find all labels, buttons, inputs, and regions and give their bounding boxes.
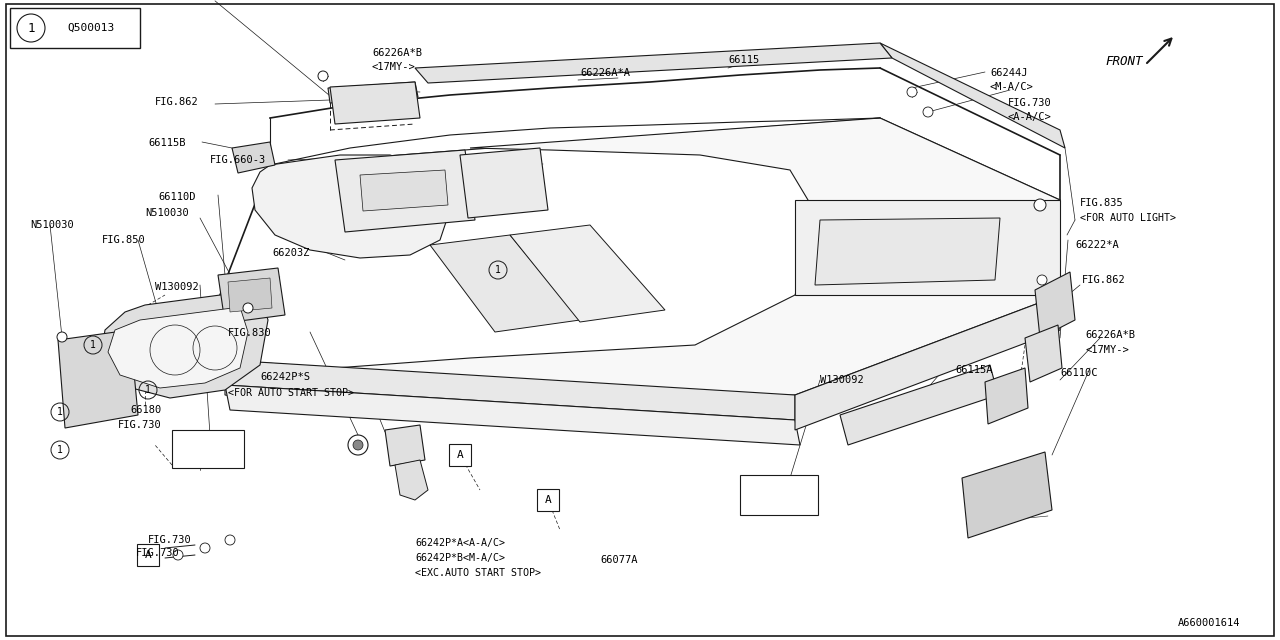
Polygon shape <box>795 295 1060 430</box>
Circle shape <box>908 87 916 97</box>
Circle shape <box>353 440 364 450</box>
Text: FIG.835: FIG.835 <box>1080 198 1124 208</box>
Text: A660001614: A660001614 <box>1178 618 1240 628</box>
Text: N510030: N510030 <box>145 208 188 218</box>
Text: <EXC.AUTO START STOP>: <EXC.AUTO START STOP> <box>415 568 541 578</box>
Polygon shape <box>415 43 892 83</box>
Circle shape <box>243 303 253 313</box>
Text: A: A <box>457 450 463 460</box>
Text: FIG.730: FIG.730 <box>148 535 192 545</box>
Text: FIG.850: FIG.850 <box>102 235 146 245</box>
Circle shape <box>923 107 933 117</box>
Text: <17MY->: <17MY-> <box>1085 345 1129 355</box>
Polygon shape <box>509 225 666 322</box>
Polygon shape <box>881 43 1065 148</box>
Polygon shape <box>228 278 273 312</box>
Polygon shape <box>815 218 1000 285</box>
Text: N510030: N510030 <box>29 220 74 230</box>
Text: 66203Z: 66203Z <box>273 248 310 258</box>
Polygon shape <box>330 82 420 124</box>
Text: 66077A: 66077A <box>600 555 637 565</box>
Text: 66110C: 66110C <box>1060 368 1097 378</box>
Text: 1: 1 <box>495 265 500 275</box>
Polygon shape <box>100 290 268 398</box>
Text: FIG.660-3: FIG.660-3 <box>210 155 266 165</box>
Polygon shape <box>225 118 1060 410</box>
Text: 1: 1 <box>58 407 63 417</box>
Text: 66226A*B: 66226A*B <box>372 48 422 58</box>
Polygon shape <box>1025 325 1062 382</box>
Polygon shape <box>58 330 138 428</box>
Polygon shape <box>795 200 1060 295</box>
Text: 66115B: 66115B <box>148 138 186 148</box>
Bar <box>449 444 471 466</box>
Circle shape <box>317 71 328 81</box>
Text: <A-A/C>: <A-A/C> <box>1009 112 1052 122</box>
Text: A: A <box>145 550 151 560</box>
Polygon shape <box>108 307 248 388</box>
Circle shape <box>173 550 183 560</box>
Text: FIG.862: FIG.862 <box>155 97 198 107</box>
Text: 66242P*S: 66242P*S <box>260 372 310 382</box>
Polygon shape <box>360 170 448 211</box>
Text: <17MY->: <17MY-> <box>372 62 416 72</box>
Text: W130092: W130092 <box>820 375 864 385</box>
Polygon shape <box>385 425 425 466</box>
Text: 66115: 66115 <box>728 55 759 65</box>
Text: FRONT: FRONT <box>1105 55 1143 68</box>
Text: <M-A/C>: <M-A/C> <box>989 82 1034 92</box>
Text: 1: 1 <box>58 445 63 455</box>
Text: A: A <box>544 495 552 505</box>
Text: FIG.830: FIG.830 <box>228 328 271 338</box>
Polygon shape <box>1036 272 1075 338</box>
Circle shape <box>58 332 67 342</box>
Text: 1: 1 <box>145 385 151 395</box>
Bar <box>172 430 244 468</box>
Text: FIG.730: FIG.730 <box>136 548 180 558</box>
Text: 66244J: 66244J <box>989 68 1028 78</box>
Polygon shape <box>396 460 428 500</box>
Text: 66110D: 66110D <box>157 192 196 202</box>
Text: 1: 1 <box>90 340 96 350</box>
Polygon shape <box>225 385 800 445</box>
Circle shape <box>1037 275 1047 285</box>
Circle shape <box>1034 199 1046 211</box>
Circle shape <box>200 543 210 553</box>
Polygon shape <box>225 360 795 420</box>
Circle shape <box>225 535 236 545</box>
Bar <box>538 489 559 511</box>
Text: FIG.730: FIG.730 <box>118 420 161 430</box>
Text: 66226A*B: 66226A*B <box>1085 330 1135 340</box>
Bar <box>740 475 818 515</box>
Polygon shape <box>986 368 1028 424</box>
Text: 1: 1 <box>27 22 35 35</box>
Polygon shape <box>232 142 275 173</box>
Text: 66222*A: 66222*A <box>1075 240 1119 250</box>
Bar <box>137 544 159 566</box>
Text: 66180: 66180 <box>131 405 161 415</box>
Polygon shape <box>252 155 451 258</box>
Text: FIG.862: FIG.862 <box>1082 275 1125 285</box>
Text: Q500013: Q500013 <box>68 23 115 33</box>
Text: W130092: W130092 <box>155 282 198 292</box>
Polygon shape <box>840 365 998 445</box>
Polygon shape <box>328 82 419 103</box>
Text: 66115A: 66115A <box>955 365 992 375</box>
Text: 66242P*A<A-A/C>: 66242P*A<A-A/C> <box>415 538 506 548</box>
Polygon shape <box>218 268 285 323</box>
Polygon shape <box>430 235 580 332</box>
Polygon shape <box>963 452 1052 538</box>
Bar <box>10 8 140 48</box>
Text: <FOR AUTO LIGHT>: <FOR AUTO LIGHT> <box>1080 213 1176 223</box>
Text: 66242P*B<M-A/C>: 66242P*B<M-A/C> <box>415 553 506 563</box>
Text: 66226A*A: 66226A*A <box>580 68 630 78</box>
Polygon shape <box>335 150 475 232</box>
Polygon shape <box>460 148 548 218</box>
Text: <FOR AUTO START STOP>: <FOR AUTO START STOP> <box>228 388 355 398</box>
Text: FIG.730: FIG.730 <box>1009 98 1052 108</box>
